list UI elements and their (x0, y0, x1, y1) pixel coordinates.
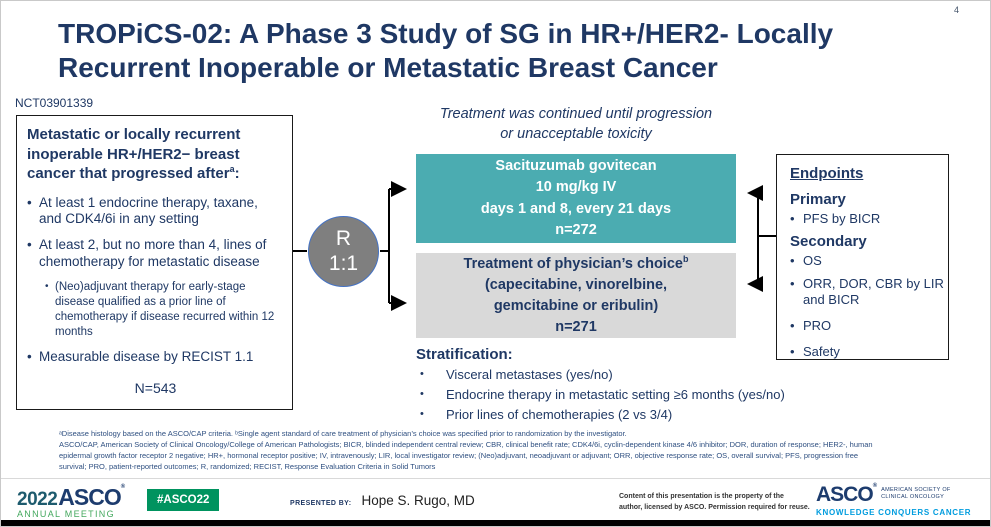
slide-title-line2: Recurrent Inoperable or Metastatic Breas… (58, 51, 718, 83)
tpc-arm-line1-text: Treatment of physician’s choice (463, 255, 683, 272)
enrollment-total: N=543 (134, 379, 177, 396)
footnote-line: survival; PRO, patient-reported outcomes… (59, 461, 436, 471)
endpoint-bullet: PRO (790, 318, 944, 334)
sg-arm-line1: Sacituzumab govitecan (495, 158, 657, 175)
footnote-line: epidermal growth factor receptor 2 negat… (59, 450, 859, 460)
sg-arm-line2: 10 mg/kg IV (535, 179, 617, 196)
asco-society-subtitle-line2: CLINICAL ONCOLOGY (881, 494, 945, 501)
eligibility-bullet-text: At least 1 endocrine therapy, taxane, an… (39, 194, 258, 227)
endpoint-bullet: Safety (790, 344, 944, 360)
primary-endpoints-label: Primary (790, 191, 846, 208)
footnote-marker-b: b (682, 254, 689, 265)
eligibility-bullet: Measurable disease by RECIST 1.1 (27, 349, 284, 366)
hashtag-badge: #ASCO22 (147, 489, 220, 511)
tpc-arm-line3: gemcitabine or eribulin) (493, 297, 659, 314)
presented-by: PRESENTED BY: Hope S. Rugo, MD (290, 493, 475, 508)
eligibility-heading-text: Metastatic or locally recurrent inoperab… (27, 126, 241, 182)
stratification-bullet: Prior lines of chemotherapies (2 vs 3/4) (416, 405, 846, 425)
nct-identifier: NCT03901339 (15, 96, 94, 110)
endpoint-bullet-text: ORR, DOR, CBR by LIR and BICR (803, 275, 944, 307)
endpoints-branch-line (757, 193, 776, 284)
footnote-line: ASCO/CAP, American Society of Clinical O… (59, 439, 873, 449)
bottom-black-bar (1, 520, 990, 526)
registered-mark: ® (120, 484, 126, 490)
tpc-arm-box: Treatment of physician’s choiceb (capeci… (416, 253, 736, 338)
asco-wordmark: ASCO® (58, 484, 126, 511)
disclaimer-line2: author, licensed by ASCO. Permission req… (619, 503, 810, 511)
sg-arm-n: n=272 (555, 221, 597, 238)
eligibility-box: Metastatic or locally recurrent inoperab… (16, 115, 293, 410)
presented-by-label: PRESENTED BY: (290, 500, 352, 507)
sg-arm-line3: days 1 and 8, every 21 days (480, 200, 672, 217)
eligibility-heading-colon: : (234, 165, 240, 182)
randomization-branch-line (380, 189, 390, 303)
asco-tagline: KNOWLEDGE CONQUERS CANCER (816, 508, 972, 517)
logo-year: 2022 (17, 489, 58, 510)
endpoint-bullet-text: Safety (803, 344, 840, 360)
disclaimer-line1: Content of this presentation is the prop… (619, 493, 784, 500)
stratification-heading: Stratification: (416, 346, 513, 363)
stratification-bullet: Endocrine therapy in metastatic setting … (416, 385, 846, 405)
eligibility-sub-bullet-text: (Neo)adjuvant therapy for early-stage di… (55, 281, 275, 338)
randomization-label: R (335, 227, 352, 251)
tpc-arm-line1: Treatment of physician’s choiceb (464, 253, 689, 275)
stratification-section: Stratification: Visceral metastases (yes… (416, 346, 846, 424)
eligibility-sub-bullet: (Neo)adjuvant therapy for early-stage di… (45, 280, 284, 340)
footer: 2022 ASCO® ANNUAL MEETING #ASCO22 PRESEN… (1, 479, 990, 520)
asco-society-subtitle-line1: AMERICAN SOCIETY OF (881, 487, 951, 493)
randomization-circle: R 1:1 (308, 216, 379, 287)
stratification-bullet-text: Visceral metastases (yes/no) (446, 367, 613, 382)
asco-wordmark-text: ASCO (58, 484, 121, 510)
annual-meeting-label: ANNUAL MEETING (17, 509, 115, 519)
eligibility-heading: Metastatic or locally recurrent inoperab… (27, 125, 284, 184)
eligibility-bullet: At least 1 endocrine therapy, taxane, an… (27, 195, 284, 229)
endpoint-bullet: PFS by BICR (790, 211, 944, 227)
tpc-arm-line2: (capecitabine, vinorelbine, (484, 276, 668, 293)
endpoint-bullet: ORR, DOR, CBR by LIR and BICR (790, 276, 944, 309)
copyright-disclaimer: Content of this presentation is the prop… (619, 492, 810, 513)
page-number: 4 (954, 5, 960, 15)
stratification-bullet: Visceral metastases (yes/no) (416, 365, 846, 385)
continuation-note-line2: or unacceptable toxicity (500, 125, 652, 142)
endpoints-box: Endpoints Primary PFS by BICR Secondary … (776, 154, 949, 360)
registered-mark: ® (872, 483, 878, 489)
stratification-bullet-text: Endocrine therapy in metastatic setting … (446, 386, 785, 402)
sg-arm-box: Sacituzumab govitecan 10 mg/kg IV days 1… (416, 154, 736, 243)
asco-annual-meeting-logo: 2022 ASCO® ANNUAL MEETING (17, 484, 126, 519)
footer-divider (1, 478, 990, 479)
asco-society-logo: ASCO® AMERICAN SOCIETY OF CLINICAL ONCOL… (816, 483, 971, 517)
randomization-ratio: 1:1 (328, 251, 359, 275)
footnote-line: ᵃDisease histology based on the ASCO/CAP… (59, 429, 627, 438)
slide-title-line1: TROPiCS-02: A Phase 3 Study of SG in HR+… (58, 18, 834, 49)
endpoints-heading: Endpoints (790, 165, 864, 182)
eligibility-bullet-text: At least 2, but no more than 4, lines of… (39, 237, 267, 270)
footnote-marker-a: a (229, 164, 235, 174)
secondary-endpoints-label: Secondary (790, 233, 867, 251)
treatment-continuation-note: Treatment was continued until progressio… (416, 105, 736, 144)
stratification-bullet-text: Prior lines of chemotherapies (2 vs 3/4) (446, 406, 673, 422)
endpoint-bullet-text: PFS by BICR (803, 211, 881, 226)
eligibility-bullet: At least 2, but no more than 4, lines of… (27, 237, 284, 271)
tpc-arm-n: n=271 (555, 318, 597, 335)
continuation-note-line1: Treatment was continued until progressio… (439, 106, 713, 122)
endpoint-bullet-text: PRO (803, 318, 832, 333)
slide-title: TROPiCS-02: A Phase 3 Study of SG in HR+… (58, 17, 948, 84)
footnotes: ᵃDisease histology based on the ASCO/CAP… (59, 429, 873, 473)
asco-wordmark: ASCO® (816, 483, 878, 507)
endpoint-bullet: OS (790, 253, 944, 269)
asco-society-subtitle: AMERICAN SOCIETY OF CLINICAL ONCOLOGY (881, 487, 950, 501)
endpoint-bullet-text: OS (803, 253, 822, 269)
presenter-name: Hope S. Rugo, MD (361, 493, 475, 508)
eligibility-bullet-text: Measurable disease by RECIST 1.1 (39, 348, 254, 364)
asco-wordmark-text: ASCO (816, 483, 874, 506)
